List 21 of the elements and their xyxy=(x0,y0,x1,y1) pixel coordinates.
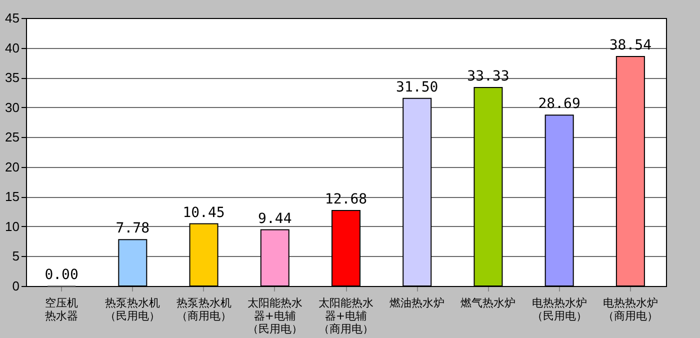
y-tick-label: 25 xyxy=(5,130,20,145)
y-tick-label: 30 xyxy=(5,100,20,115)
x-tick-label: 电热热水炉（民用电） xyxy=(532,296,587,322)
y-tick-label: 10 xyxy=(5,218,20,234)
data-label: 0.00 xyxy=(44,267,78,283)
y-tick-label: 20 xyxy=(5,159,20,174)
x-tick-label: 燃气热水炉 xyxy=(460,296,516,310)
y-tick-label: 15 xyxy=(5,189,20,204)
x-tick-label: 电热热水炉（商用电） xyxy=(602,296,658,322)
y-tick-label: 40 xyxy=(5,40,20,56)
data-label: 31.50 xyxy=(396,79,438,96)
x-tick-label: 热泵热水机（商用电） xyxy=(176,296,232,322)
y-tick-label: 5 xyxy=(12,248,20,264)
data-label: 9.44 xyxy=(258,210,292,227)
x-tick-label: 热泵热水机（民用电） xyxy=(105,296,160,322)
x-tick-label: 空压机热水器 xyxy=(45,296,78,322)
y-tick-label: 35 xyxy=(5,70,20,86)
data-label: 10.45 xyxy=(182,204,225,221)
y-tick-label: 0 xyxy=(12,278,20,294)
y-tick-label: 45 xyxy=(5,10,20,26)
x-tick-label: 燃油热水炉 xyxy=(390,296,445,310)
